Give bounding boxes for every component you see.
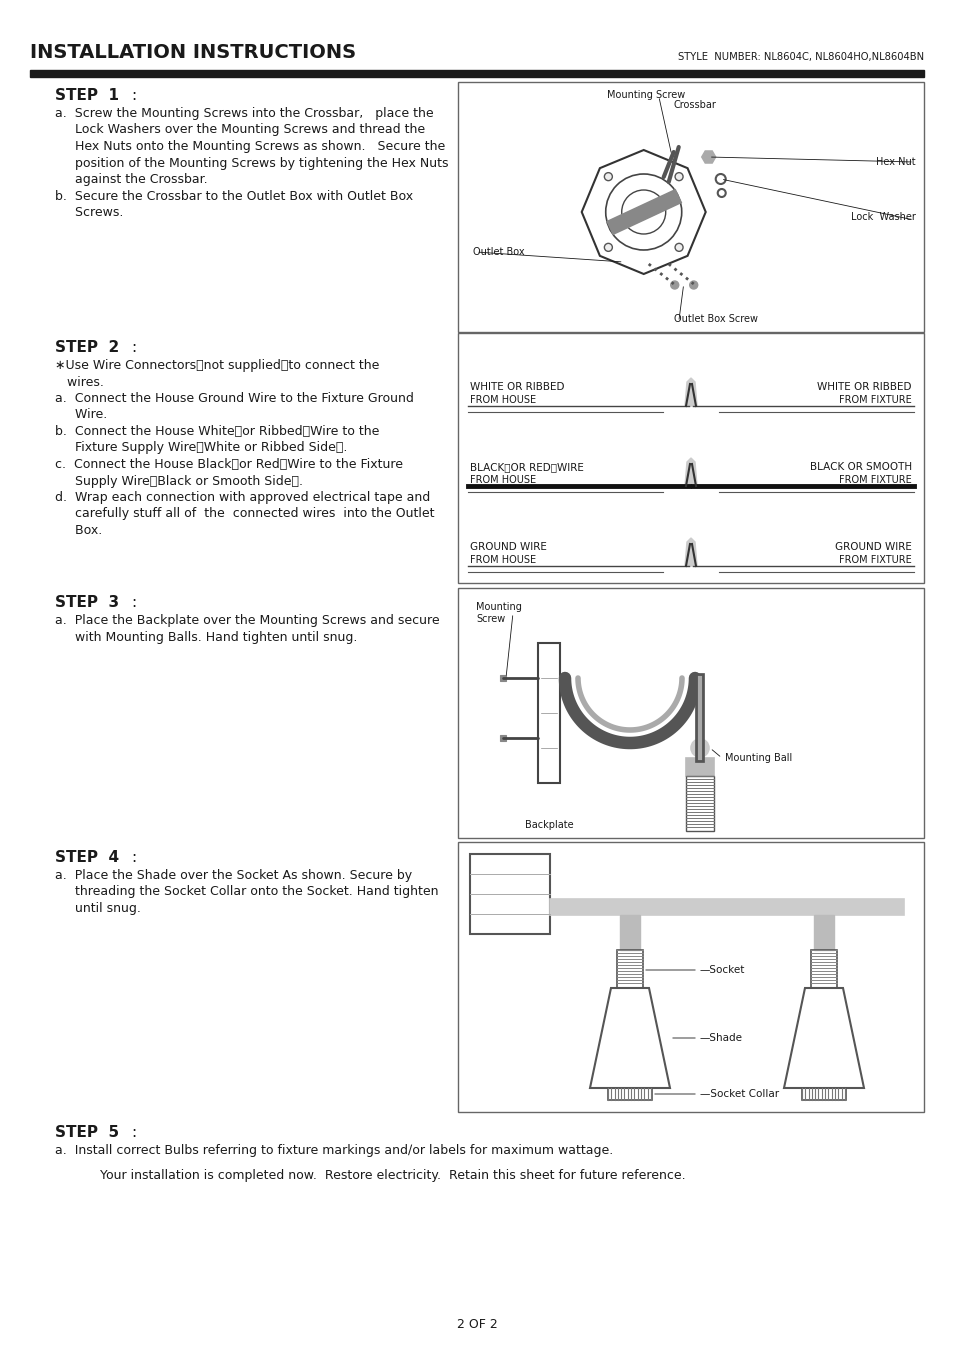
Text: a.  Place the Backplate over the Mounting Screws and secure: a. Place the Backplate over the Mounting… (55, 613, 439, 627)
Polygon shape (684, 458, 697, 486)
Bar (499, 676, 505, 681)
Text: carefully stuff all of  the  connected wires  into the Outlet: carefully stuff all of the connected wir… (55, 508, 434, 520)
Text: Lock Washers over the Mounting Screws and thread the: Lock Washers over the Mounting Screws an… (55, 123, 425, 136)
Text: STEP  5: STEP 5 (55, 1125, 119, 1140)
Text: wires.: wires. (55, 376, 104, 389)
Text: ∗Use Wire Connectors（not supplied）to connect the: ∗Use Wire Connectors（not supplied）to con… (55, 359, 379, 372)
Text: Your installation is completed now.  Restore electricity.  Retain this sheet for: Your installation is completed now. Rest… (100, 1169, 685, 1182)
Bar (457, 588, 923, 838)
Text: c.  Connect the House Black（or Red）Wire to the Fixture: c. Connect the House Black（or Red）Wire t… (55, 458, 402, 471)
Text: WHITE OR RIBBED: WHITE OR RIBBED (470, 382, 564, 392)
Text: Outlet Box Screw: Outlet Box Screw (673, 313, 757, 324)
Circle shape (675, 173, 682, 181)
Text: :: : (131, 1125, 136, 1140)
Circle shape (690, 739, 708, 757)
Text: Screws.: Screws. (55, 205, 123, 219)
Text: Outlet Box: Outlet Box (473, 247, 524, 257)
Text: FROM HOUSE: FROM HOUSE (470, 555, 536, 565)
Text: Mounting
Screw: Mounting Screw (476, 603, 521, 624)
Text: WHITE OR RIBBED: WHITE OR RIBBED (817, 382, 911, 392)
Text: —Socket Collar: —Socket Collar (700, 1089, 779, 1098)
Text: BLACK（OR RED）WIRE: BLACK（OR RED）WIRE (470, 462, 583, 471)
Text: FROM FIXTURE: FROM FIXTURE (839, 555, 911, 565)
Text: d.  Wrap each connection with approved electrical tape and: d. Wrap each connection with approved el… (55, 490, 430, 504)
Bar (685, 758, 713, 775)
Text: a.  Connect the House Ground Wire to the Fixture Ground: a. Connect the House Ground Wire to the … (55, 392, 414, 405)
Text: Supply Wire（Black or Smooth Side）.: Supply Wire（Black or Smooth Side）. (55, 474, 303, 488)
Text: Mounting Ball: Mounting Ball (724, 753, 791, 763)
Text: :: : (131, 850, 136, 865)
Polygon shape (701, 151, 715, 163)
Text: :: : (131, 88, 136, 103)
Text: a.  Place the Shade over the Socket As shown. Secure by: a. Place the Shade over the Socket As sh… (55, 869, 412, 882)
Bar (810, 950, 836, 988)
Bar (30, 70, 923, 77)
Bar (457, 842, 923, 1112)
Text: threading the Socket Collar onto the Socket. Hand tighten: threading the Socket Collar onto the Soc… (55, 885, 438, 898)
Text: GROUND WIRE: GROUND WIRE (470, 542, 546, 553)
Text: FROM HOUSE: FROM HOUSE (470, 476, 536, 485)
Circle shape (604, 173, 612, 181)
Bar (801, 1088, 845, 1100)
Text: until snug.: until snug. (55, 902, 141, 915)
Text: Hex Nut: Hex Nut (876, 157, 915, 168)
Text: 2 OF 2: 2 OF 2 (456, 1319, 497, 1331)
Bar (470, 854, 550, 934)
Text: FROM FIXTURE: FROM FIXTURE (839, 476, 911, 485)
Text: Box.: Box. (55, 524, 102, 536)
Text: —Socket: —Socket (700, 965, 744, 975)
Text: b.  Secure the Crossbar to the Outlet Box with Outlet Box: b. Secure the Crossbar to the Outlet Box… (55, 189, 413, 203)
Text: against the Crossbar.: against the Crossbar. (55, 173, 208, 186)
Text: Wire.: Wire. (55, 408, 107, 422)
Bar (550, 898, 903, 915)
Text: a.  Install correct Bulbs referring to fixture markings and∕or labels for maximu: a. Install correct Bulbs referring to fi… (55, 1144, 613, 1156)
Bar (619, 915, 639, 950)
Text: STEP  2: STEP 2 (55, 340, 119, 355)
Polygon shape (684, 538, 697, 566)
Text: Fixture Supply Wire（White or Ribbed Side）.: Fixture Supply Wire（White or Ribbed Side… (55, 442, 347, 454)
Text: Hex Nuts onto the Mounting Screws as shown.   Secure the: Hex Nuts onto the Mounting Screws as sho… (55, 141, 445, 153)
Bar (813, 915, 833, 950)
Circle shape (689, 281, 697, 289)
Text: STEP  3: STEP 3 (55, 594, 119, 611)
Circle shape (675, 243, 682, 251)
Bar (617, 950, 642, 988)
Circle shape (670, 281, 678, 289)
Bar (685, 775, 713, 831)
Text: FROM FIXTURE: FROM FIXTURE (839, 394, 911, 405)
Polygon shape (684, 378, 697, 407)
Bar (457, 82, 923, 332)
Text: Mounting Screw: Mounting Screw (606, 91, 684, 100)
Text: :: : (131, 594, 136, 611)
Text: INSTALLATION INSTRUCTIONS: INSTALLATION INSTRUCTIONS (30, 43, 355, 62)
Text: STYLE  NUMBER: NL8604C, NL8604HO,NL8604BN: STYLE NUMBER: NL8604C, NL8604HO,NL8604BN (678, 51, 923, 62)
Bar (499, 735, 505, 740)
Text: a.  Screw the Mounting Screws into the Crossbar,   place the: a. Screw the Mounting Screws into the Cr… (55, 107, 434, 120)
Text: STEP  1: STEP 1 (55, 88, 119, 103)
Text: Lock  Washer: Lock Washer (850, 212, 915, 222)
Text: —Shade: —Shade (700, 1034, 742, 1043)
Text: GROUND WIRE: GROUND WIRE (834, 542, 911, 553)
Text: BLACK OR SMOOTH: BLACK OR SMOOTH (809, 462, 911, 471)
Text: :: : (131, 340, 136, 355)
Text: STEP  4: STEP 4 (55, 850, 119, 865)
Text: Crossbar: Crossbar (673, 100, 716, 109)
Bar (607, 1088, 651, 1100)
Circle shape (604, 243, 612, 251)
Bar (457, 332, 923, 584)
Bar (537, 643, 559, 784)
Text: with Mounting Balls. Hand tighten until snug.: with Mounting Balls. Hand tighten until … (55, 631, 357, 643)
Text: Backplate: Backplate (524, 820, 573, 830)
Text: FROM HOUSE: FROM HOUSE (470, 394, 536, 405)
Text: position of the Mounting Screws by tightening the Hex Nuts: position of the Mounting Screws by tight… (55, 157, 448, 169)
Text: b.  Connect the House White（or Ribbed）Wire to the: b. Connect the House White（or Ribbed）Wir… (55, 426, 379, 438)
Bar (607, 189, 680, 234)
